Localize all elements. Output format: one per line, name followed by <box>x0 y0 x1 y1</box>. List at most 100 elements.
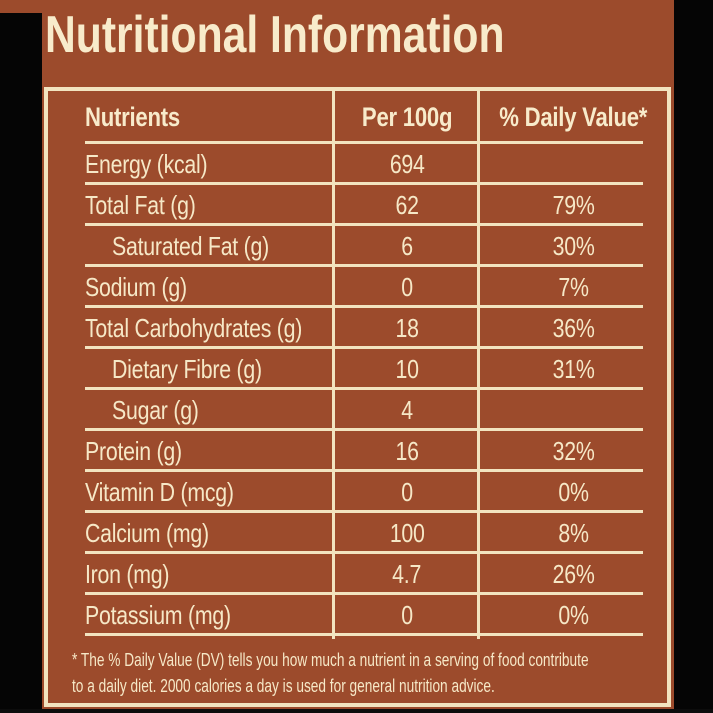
cell-per-100g: 6 <box>334 226 480 267</box>
cell-daily-value <box>480 390 667 431</box>
cell-nutrient: Dietary Fibre (g) <box>48 349 334 390</box>
nutrition-table-box: Nutrients Per 100g % Daily Value* Energy… <box>44 87 671 707</box>
cell-nutrient: Energy (kcal) <box>48 144 334 185</box>
nutrient-name: Calcium (mg) <box>85 518 209 548</box>
cell-daily-value: 36% <box>480 308 667 349</box>
cell-nutrient: Iron (mg) <box>48 554 334 595</box>
cell-daily-value: 0% <box>480 472 667 513</box>
table-row: Sugar (g) 4 <box>48 390 667 431</box>
daily-value: 79% <box>552 190 595 220</box>
cell-per-100g: 18 <box>334 308 480 349</box>
daily-value: 0% <box>558 477 589 507</box>
table-row: Sodium (g) 0 7% <box>48 267 667 308</box>
cell-daily-value: 26% <box>480 554 667 595</box>
cell-daily-value: 79% <box>480 185 667 226</box>
per-100g-value: 0 <box>401 600 413 630</box>
card-corner-bleed <box>0 0 42 13</box>
per-100g-value: 0 <box>401 477 413 507</box>
cell-nutrient: Total Fat (g) <box>48 185 334 226</box>
cell-per-100g: 10 <box>334 349 480 390</box>
table-row: Total Fat (g) 62 79% <box>48 185 667 226</box>
cell-per-100g: 100 <box>334 513 480 554</box>
table-row: Total Carbohydrates (g) 18 36% <box>48 308 667 349</box>
cell-nutrient: Protein (g) <box>48 431 334 472</box>
daily-value: 0% <box>558 600 589 630</box>
daily-value: 31% <box>552 354 595 384</box>
table-row: Calcium (mg) 100 8% <box>48 513 667 554</box>
column-divider-1 <box>332 91 335 639</box>
table-row: Potassium (mg) 0 0% <box>48 595 667 636</box>
column-header-daily-value: % Daily Value* <box>499 102 648 132</box>
cell-per-100g: 0 <box>334 267 480 308</box>
cell-daily-value: 31% <box>480 349 667 390</box>
daily-value: 7% <box>558 272 589 302</box>
cell-per-100g: 0 <box>334 472 480 513</box>
cell-per-100g: 4 <box>334 390 480 431</box>
daily-value: 26% <box>552 559 595 589</box>
table-body: Energy (kcal) 694 Total Fat (g) 62 79% S… <box>48 144 667 636</box>
column-header-nutrients: Nutrients <box>85 102 180 132</box>
daily-value: 32% <box>552 436 595 466</box>
cell-daily-value <box>480 144 667 185</box>
per-100g-value: 18 <box>395 313 419 343</box>
per-100g-value: 694 <box>389 149 425 179</box>
nutrient-name: Energy (kcal) <box>85 149 208 179</box>
header-cell-per-100g: Per 100g <box>334 91 480 144</box>
nutrient-name: Dietary Fibre (g) <box>112 354 262 384</box>
per-100g-value: 4 <box>401 395 413 425</box>
cell-nutrient: Total Carbohydrates (g) <box>48 308 334 349</box>
daily-value: 30% <box>552 231 595 261</box>
per-100g-value: 16 <box>395 436 419 466</box>
per-100g-value: 4.7 <box>392 559 422 589</box>
cell-daily-value: 0% <box>480 595 667 636</box>
daily-value: 36% <box>552 313 595 343</box>
header-cell-daily-value: % Daily Value* <box>480 91 667 144</box>
daily-value: 8% <box>558 518 589 548</box>
cell-nutrient: Sodium (g) <box>48 267 334 308</box>
cell-daily-value: 30% <box>480 226 667 267</box>
per-100g-value: 100 <box>389 518 425 548</box>
cell-per-100g: 4.7 <box>334 554 480 595</box>
bottom-edge <box>0 709 713 713</box>
nutrient-name: Potassium (mg) <box>85 600 231 630</box>
nutrient-name: Sodium (g) <box>85 272 187 302</box>
cell-nutrient: Sugar (g) <box>48 390 334 431</box>
cell-daily-value: 32% <box>480 431 667 472</box>
cell-per-100g: 62 <box>334 185 480 226</box>
cell-per-100g: 0 <box>334 595 480 636</box>
footnote-line-2: to a daily diet. 2000 calories a day is … <box>72 676 495 696</box>
table-row: Energy (kcal) 694 <box>48 144 667 185</box>
cell-per-100g: 16 <box>334 431 480 472</box>
nutrient-name: Saturated Fat (g) <box>112 231 269 261</box>
column-divider-2 <box>477 91 480 639</box>
nutrient-name: Protein (g) <box>85 436 182 466</box>
table-row: Vitamin D (mcg) 0 0% <box>48 472 667 513</box>
column-header-per-100g: Per 100g <box>361 102 453 132</box>
nutrient-name: Total Carbohydrates (g) <box>85 313 303 343</box>
cell-nutrient: Vitamin D (mcg) <box>48 472 334 513</box>
cell-nutrient: Saturated Fat (g) <box>48 226 334 267</box>
footnote-line-1: * The % Daily Value (DV) tells you how m… <box>72 650 589 670</box>
per-100g-value: 62 <box>395 190 419 220</box>
nutrient-name: Vitamin D (mcg) <box>85 477 234 507</box>
cell-daily-value: 8% <box>480 513 667 554</box>
cell-per-100g: 694 <box>334 144 480 185</box>
cell-nutrient: Calcium (mg) <box>48 513 334 554</box>
per-100g-value: 10 <box>395 354 419 384</box>
page-title: Nutritional Information <box>45 6 505 64</box>
table-row: Saturated Fat (g) 6 30% <box>48 226 667 267</box>
table-header-row: Nutrients Per 100g % Daily Value* <box>48 91 667 144</box>
footnote: * The % Daily Value (DV) tells you how m… <box>72 647 713 699</box>
nutrient-name: Iron (mg) <box>85 559 170 589</box>
table-row: Dietary Fibre (g) 10 31% <box>48 349 667 390</box>
table-row: Protein (g) 16 32% <box>48 431 667 472</box>
per-100g-value: 0 <box>401 272 413 302</box>
cell-daily-value: 7% <box>480 267 667 308</box>
nutrient-name: Total Fat (g) <box>85 190 196 220</box>
nutrient-name: Sugar (g) <box>112 395 199 425</box>
header-cell-nutrients: Nutrients <box>48 91 334 144</box>
cell-nutrient: Potassium (mg) <box>48 595 334 636</box>
table-row: Iron (mg) 4.7 26% <box>48 554 667 595</box>
per-100g-value: 6 <box>401 231 413 261</box>
